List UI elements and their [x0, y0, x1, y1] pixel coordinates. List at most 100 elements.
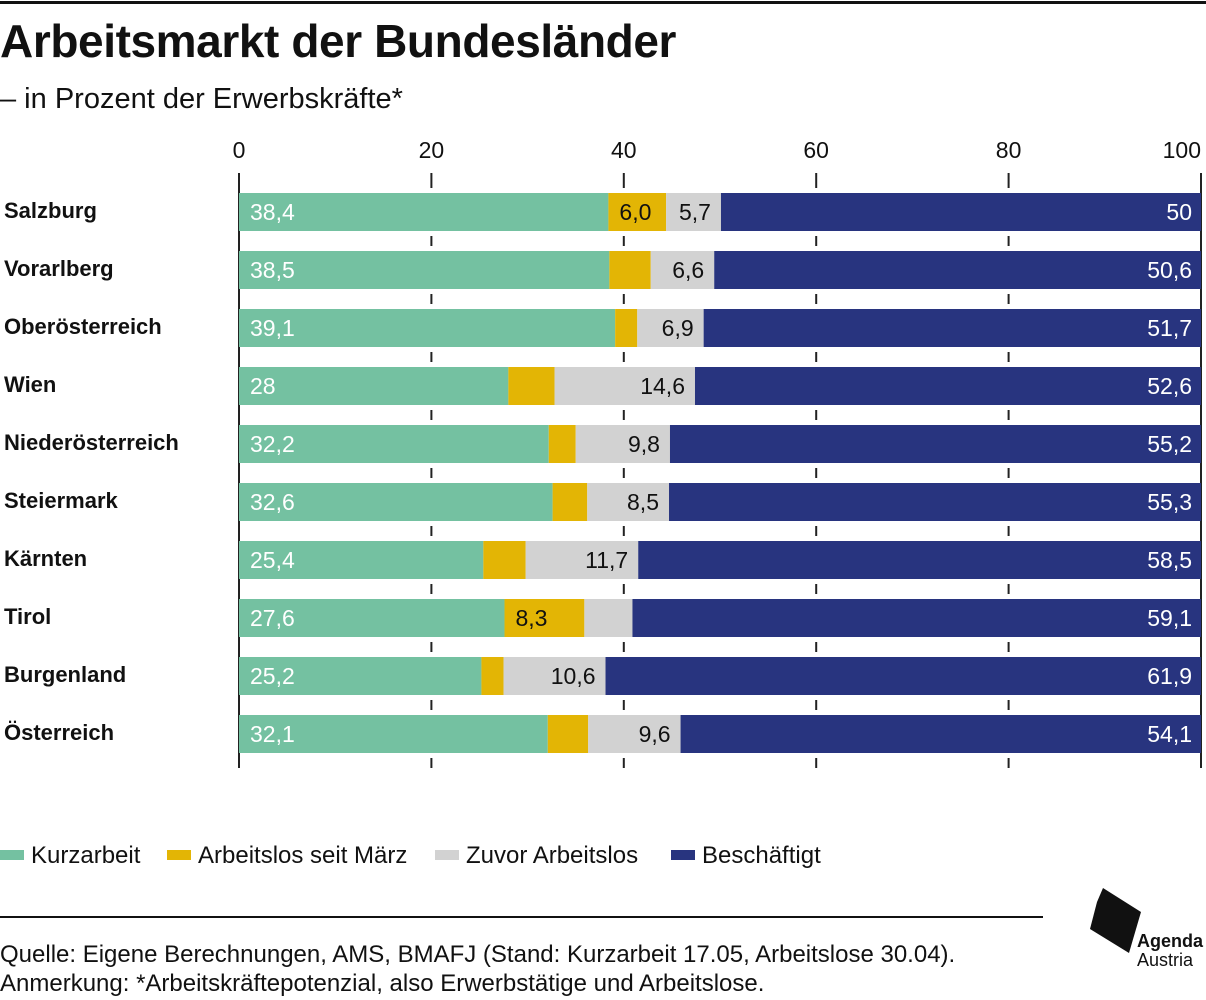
bar-tirol-beschaeftigt — [632, 599, 1201, 637]
bar-salzburg-zuvor-arbeitslos — [666, 193, 721, 231]
bar-burgenland-beschaeftigt — [605, 657, 1201, 695]
bar-oberoesterreich-beschaeftigt — [703, 309, 1201, 347]
bar-row-tirol: Tirol 27,6 8,3 59,1 — [4, 599, 1201, 637]
bar-row-vorarlberg: Vorarlberg 38,5 6,6 50,6 — [4, 251, 1201, 289]
bar-label-steiermark-zuvor-arbeitslos: 8,5 — [627, 489, 659, 515]
category-label-tirol: Tirol — [4, 604, 51, 629]
legend-swatch-beschaeftigt — [671, 850, 695, 860]
category-label-burgenland: Burgenland — [4, 662, 126, 687]
logo-name-line2: Austria — [1137, 950, 1194, 970]
bar-label-oesterreich-beschaeftigt: 54,1 — [1147, 721, 1192, 747]
bar-label-niederoesterreich-beschaeftigt: 55,2 — [1147, 431, 1192, 457]
bar-vorarlberg-kurzarbeit — [239, 251, 610, 289]
bar-wien-zuvor-arbeitslos — [554, 367, 695, 405]
bar-vorarlberg-beschaeftigt — [714, 251, 1201, 289]
bar-steiermark-zuvor-arbeitslos — [587, 483, 670, 521]
bar-oesterreich-beschaeftigt — [680, 715, 1201, 753]
x-tick-label-40: 40 — [611, 137, 637, 163]
bar-vorarlberg-zuvor-arbeitslos — [650, 251, 715, 289]
category-label-wien: Wien — [4, 372, 56, 397]
x-tick-label-0: 0 — [233, 137, 246, 163]
bar-niederoesterreich-beschaeftigt — [669, 425, 1201, 463]
category-label-steiermark: Steiermark — [4, 488, 119, 513]
bar-niederoesterreich-kurzarbeit — [239, 425, 549, 463]
bar-tirol-zuvor-arbeitslos — [584, 599, 633, 637]
chart-subtitle: – in Prozent der Erwerbskräfte* — [0, 83, 403, 115]
bar-label-tirol-kurzarbeit: 27,6 — [250, 605, 295, 631]
bar-label-oberoesterreich-zuvor-arbeitslos: 6,9 — [662, 315, 694, 341]
bar-row-oberoesterreich: Oberösterreich 39,1 6,9 51,7 — [4, 309, 1201, 347]
bar-row-oesterreich: Österreich 32,1 9,6 54,1 — [4, 715, 1201, 753]
bar-label-oberoesterreich-kurzarbeit: 39,1 — [250, 315, 295, 341]
bar-label-tirol-arbeitslos-seit-maerz: 8,3 — [516, 605, 548, 631]
bar-oberoesterreich-arbeitslos-seit-maerz — [615, 309, 638, 347]
bar-wien-kurzarbeit — [239, 367, 509, 405]
bar-burgenland-zuvor-arbeitslos — [503, 657, 606, 695]
bar-row-burgenland: Burgenland 25,2 10,6 61,9 — [4, 657, 1201, 695]
category-label-vorarlberg: Vorarlberg — [4, 256, 114, 281]
bar-kaernten-beschaeftigt — [638, 541, 1201, 579]
bar-row-wien: Wien 28 14,6 52,6 — [4, 367, 1201, 405]
x-tick-label-60: 60 — [803, 137, 829, 163]
bar-label-salzburg-beschaeftigt: 50 — [1166, 199, 1192, 225]
bar-tirol-arbeitslos-seit-maerz — [504, 599, 585, 637]
bar-burgenland-arbeitslos-seit-maerz — [481, 657, 504, 695]
bar-steiermark-beschaeftigt — [669, 483, 1201, 521]
top-rule — [0, 1, 1206, 4]
bar-label-steiermark-beschaeftigt: 55,3 — [1147, 489, 1192, 515]
bar-label-wien-kurzarbeit: 28 — [250, 373, 276, 399]
legend-item-beschaeftigt: Beschäftigt — [671, 842, 821, 869]
bar-burgenland-kurzarbeit — [239, 657, 482, 695]
bar-steiermark-kurzarbeit — [239, 483, 553, 521]
x-tick-label-80: 80 — [996, 137, 1022, 163]
x-tick-label-100: 100 — [1163, 137, 1201, 163]
bar-oesterreich-kurzarbeit — [239, 715, 548, 753]
source-note: Quelle: Eigene Berechnungen, AMS, BMAFJ … — [0, 941, 955, 968]
agenda-austria-logo: Agenda Austria — [1090, 888, 1204, 970]
bar-niederoesterreich-zuvor-arbeitslos — [575, 425, 670, 463]
bar-label-vorarlberg-zuvor-arbeitslos: 6,6 — [672, 257, 704, 283]
bar-salzburg-beschaeftigt — [720, 193, 1201, 231]
bar-kaernten-arbeitslos-seit-maerz — [483, 541, 526, 579]
bar-oberoesterreich-zuvor-arbeitslos — [637, 309, 704, 347]
bar-label-salzburg-zuvor-arbeitslos: 5,7 — [679, 199, 711, 225]
bar-salzburg-kurzarbeit — [239, 193, 609, 231]
bar-niederoesterreich-arbeitslos-seit-maerz — [548, 425, 576, 463]
bar-label-steiermark-kurzarbeit: 32,6 — [250, 489, 295, 515]
gridline-40: 40 — [611, 137, 637, 768]
bar-label-vorarlberg-kurzarbeit: 38,5 — [250, 257, 295, 283]
gridline-20: 20 — [419, 137, 445, 768]
legend-label-zuvor-arbeitslos: Zuvor Arbeitslos — [466, 842, 638, 869]
legend-item-arbeitslos-seit-maerz: Arbeitslos seit März — [167, 842, 407, 869]
bar-vorarlberg-arbeitslos-seit-maerz — [609, 251, 651, 289]
legend-swatch-kurzarbeit — [0, 850, 24, 860]
bar-row-salzburg: Salzburg 38,4 6,0 5,7 50 — [4, 193, 1201, 231]
bar-label-kaernten-zuvor-arbeitslos: 11,7 — [585, 547, 628, 573]
bar-steiermark-arbeitslos-seit-maerz — [552, 483, 588, 521]
logo-name-line1: Agenda — [1137, 931, 1204, 951]
bar-label-oberoesterreich-beschaeftigt: 51,7 — [1147, 315, 1192, 341]
category-label-kaernten: Kärnten — [4, 546, 87, 571]
legend: Kurzarbeit Arbeitslos seit März Zuvor Arbe… — [0, 842, 821, 869]
bar-label-oesterreich-kurzarbeit: 32,1 — [250, 721, 295, 747]
x-tick-label-20: 20 — [419, 137, 445, 163]
chart-title: Arbeitsmarkt der Bundesländer — [0, 15, 677, 67]
footer-rule — [0, 916, 1043, 918]
bar-row-kaernten: Kärnten 25,4 11,7 58,5 — [4, 541, 1201, 579]
bar-label-tirol-beschaeftigt: 59,1 — [1147, 605, 1192, 631]
bar-wien-beschaeftigt — [694, 367, 1201, 405]
legend-label-arbeitslos-seit-maerz: Arbeitslos seit März — [198, 842, 407, 869]
legend-swatch-zuvor-arbeitslos — [435, 850, 459, 860]
gridline-80: 80 — [996, 137, 1022, 768]
bar-tirol-kurzarbeit — [239, 599, 505, 637]
legend-swatch-arbeitslos-seit-maerz — [167, 850, 191, 860]
bar-label-kaernten-kurzarbeit: 25,4 — [250, 547, 295, 573]
bar-wien-arbeitslos-seit-maerz — [508, 367, 555, 405]
bar-row-steiermark: Steiermark 32,6 8,5 55,3 — [4, 483, 1201, 521]
bar-label-burgenland-zuvor-arbeitslos: 10,6 — [551, 663, 596, 689]
bar-oberoesterreich-kurzarbeit — [239, 309, 616, 347]
bar-label-kaernten-beschaeftigt: 58,5 — [1147, 547, 1192, 573]
bar-label-niederoesterreich-kurzarbeit: 32,2 — [250, 431, 295, 457]
bar-label-wien-zuvor-arbeitslos: 14,6 — [640, 373, 685, 399]
